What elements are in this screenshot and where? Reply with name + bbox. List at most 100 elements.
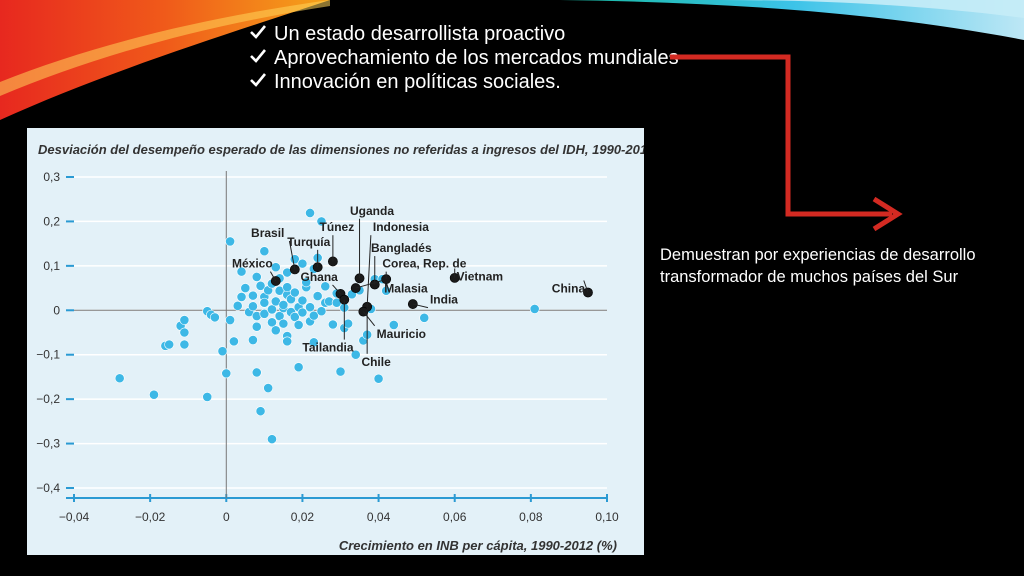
data-point xyxy=(255,280,266,291)
highlight-point xyxy=(407,299,418,309)
y-tick-label: 0 xyxy=(53,303,60,317)
bullet-text: Un estado desarrollista proactivo xyxy=(274,23,566,45)
data-point xyxy=(301,277,312,288)
data-point xyxy=(251,321,262,332)
x-tick-label: −0,04 xyxy=(59,510,90,524)
data-point xyxy=(263,383,274,393)
annotation-leader xyxy=(355,280,383,289)
data-point xyxy=(289,287,300,298)
data-point xyxy=(381,285,392,296)
annotation-leader xyxy=(583,280,589,293)
checkmark-icon xyxy=(248,70,270,96)
data-point xyxy=(225,315,235,325)
data-point xyxy=(278,318,289,329)
side-note: Demuestran por experiencias de desarroll… xyxy=(660,246,976,286)
bullet-list: Un estado desarrollista proactivo Aprove… xyxy=(248,22,679,94)
annotation-label: Bangladés xyxy=(371,241,432,255)
data-point xyxy=(209,312,220,323)
data-point xyxy=(293,320,304,330)
data-point xyxy=(270,325,281,336)
annotation-label: Brasil xyxy=(251,226,284,240)
data-point xyxy=(297,307,308,318)
annotation-label: Vietnam xyxy=(457,270,503,284)
teal-swoosh xyxy=(560,0,1024,40)
data-point xyxy=(278,300,289,310)
orange-swoosh-highlight xyxy=(0,0,330,96)
bullet-item-1: Un estado desarrollista proactivo xyxy=(248,22,679,46)
annotation-label: India xyxy=(430,293,458,307)
annotation-label: Túnez xyxy=(320,220,355,234)
x-axis-label: Crecimiento en INB per cápita, 1990-2012… xyxy=(339,538,617,553)
orange-swoosh xyxy=(0,0,330,120)
data-point xyxy=(236,292,247,302)
data-point xyxy=(529,304,540,314)
data-point xyxy=(248,335,258,345)
data-point xyxy=(305,302,315,313)
y-tick-label: 0,2 xyxy=(43,214,60,228)
annotation-leader xyxy=(288,240,296,270)
data-point xyxy=(297,258,308,269)
data-point xyxy=(312,291,323,301)
data-point xyxy=(251,367,262,378)
checkmark-icon xyxy=(248,22,270,48)
annotation-label: Uganda xyxy=(350,204,394,218)
data-point xyxy=(240,283,251,293)
teal-swoosh-upper xyxy=(720,0,1024,18)
data-point xyxy=(335,366,346,377)
data-point xyxy=(232,300,243,311)
data-point xyxy=(308,310,319,321)
data-point xyxy=(179,315,190,325)
x-tick-label: −0,02 xyxy=(135,510,166,524)
data-point xyxy=(217,346,228,357)
data-point xyxy=(419,312,430,323)
data-point xyxy=(297,295,308,306)
y-tick-label: −0,3 xyxy=(36,437,60,451)
annotation-leader xyxy=(362,311,376,327)
data-point xyxy=(179,339,190,350)
bullet-text: Innovación en políticas sociales. xyxy=(274,71,561,93)
annotation-label: Mauricio xyxy=(377,327,426,341)
data-point xyxy=(320,281,331,292)
data-point xyxy=(202,392,213,402)
bullet-item-2: Aprovechamiento de los mercados mundiale… xyxy=(248,46,679,70)
data-point xyxy=(248,301,258,312)
data-point xyxy=(350,349,361,360)
annotation-label: Tailandia xyxy=(302,341,353,355)
data-point xyxy=(305,208,315,218)
data-point xyxy=(236,266,247,277)
annotation-leader xyxy=(269,271,277,282)
annotation-label: Malasia xyxy=(384,282,428,296)
data-point xyxy=(270,262,281,273)
data-point xyxy=(259,297,270,308)
bullet-text: Aprovechamiento de los mercados mundiale… xyxy=(274,47,679,69)
data-point xyxy=(221,368,232,379)
data-point xyxy=(316,216,327,227)
data-point xyxy=(164,339,175,350)
data-point xyxy=(149,389,159,400)
data-point xyxy=(267,317,277,328)
data-point xyxy=(255,406,266,417)
annotation-label: Chile xyxy=(361,355,391,369)
annotation-leader xyxy=(332,284,341,295)
data-point xyxy=(267,434,277,445)
data-point xyxy=(179,327,190,338)
data-point xyxy=(114,373,125,384)
annotation-label: Turquía xyxy=(287,235,330,249)
annotation-leader xyxy=(412,303,429,309)
data-point xyxy=(343,318,354,329)
y-tick-label: −0,4 xyxy=(36,481,60,495)
data-point xyxy=(373,373,384,384)
x-tick-label: 0,10 xyxy=(595,510,619,524)
data-point xyxy=(282,336,293,347)
checkmark-icon xyxy=(248,46,270,72)
y-tick-label: 0,3 xyxy=(43,170,60,184)
x-tick-label: 0 xyxy=(223,510,230,524)
data-point xyxy=(308,337,319,348)
annotation-label: México xyxy=(232,257,273,271)
bullet-item-3: Innovación en políticas sociales. xyxy=(248,70,679,94)
x-tick-label: 0,04 xyxy=(367,510,391,524)
data-point xyxy=(293,362,304,373)
data-point xyxy=(289,312,300,322)
data-point xyxy=(248,290,258,301)
